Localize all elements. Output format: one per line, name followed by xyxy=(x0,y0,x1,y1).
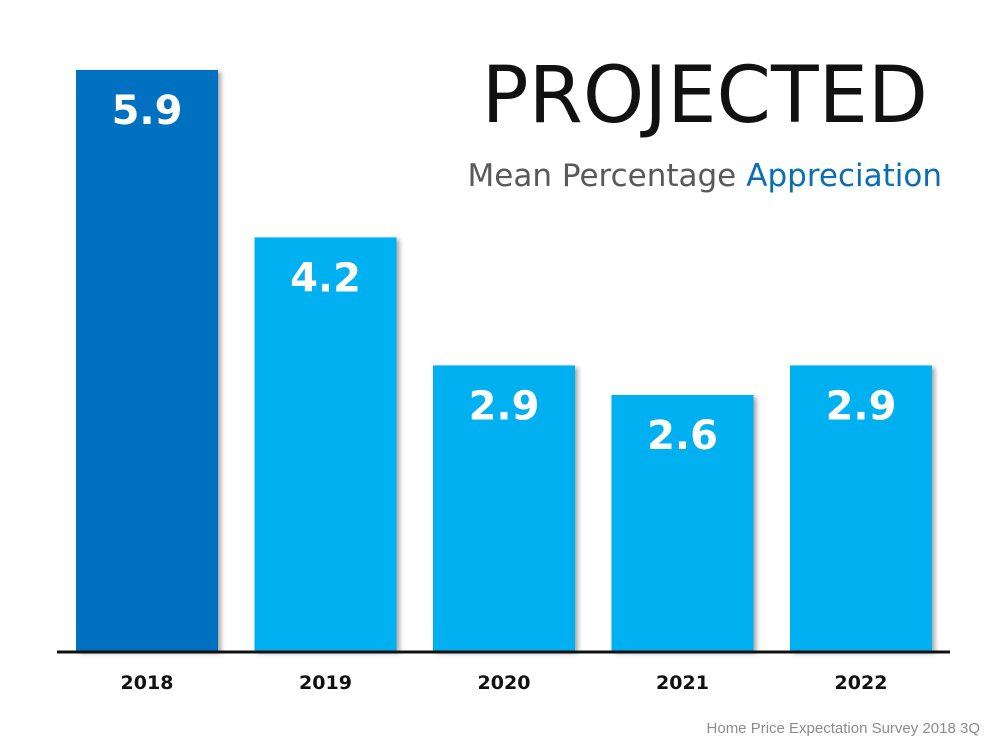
bar-2022 xyxy=(790,365,932,651)
bar-2021 xyxy=(611,394,754,651)
x-tick-2019: 2019 xyxy=(299,672,352,694)
bar-2020 xyxy=(433,365,575,651)
subtitle-part-blue: Appreciation xyxy=(746,158,942,194)
value-labels-group: 5.9 4.2 2.9 2.6 2.9 xyxy=(112,88,897,459)
bars-group xyxy=(76,70,932,651)
chart-title: PROJECTED xyxy=(482,51,928,141)
chart-subtitle: Mean Percentage Appreciation xyxy=(468,158,942,194)
value-label-2020: 2.9 xyxy=(469,383,540,429)
x-tick-2021: 2021 xyxy=(656,672,709,694)
value-label-2018: 5.9 xyxy=(112,88,183,134)
value-label-2022: 2.9 xyxy=(826,383,897,429)
subtitle-part-gray: Mean Percentage xyxy=(468,158,737,194)
value-label-2021: 2.6 xyxy=(647,413,718,459)
x-tick-2022: 2022 xyxy=(835,672,888,694)
source-note: Home Price Expectation Survey 2018 3Q xyxy=(707,720,980,737)
value-label-2019: 4.2 xyxy=(290,255,361,301)
bar-2018 xyxy=(76,70,218,651)
x-tick-labels-group: 2018 2019 2020 2021 2022 xyxy=(121,672,888,694)
x-tick-2018: 2018 xyxy=(121,672,174,694)
bar-2019 xyxy=(254,237,397,651)
x-tick-2020: 2020 xyxy=(478,672,531,694)
